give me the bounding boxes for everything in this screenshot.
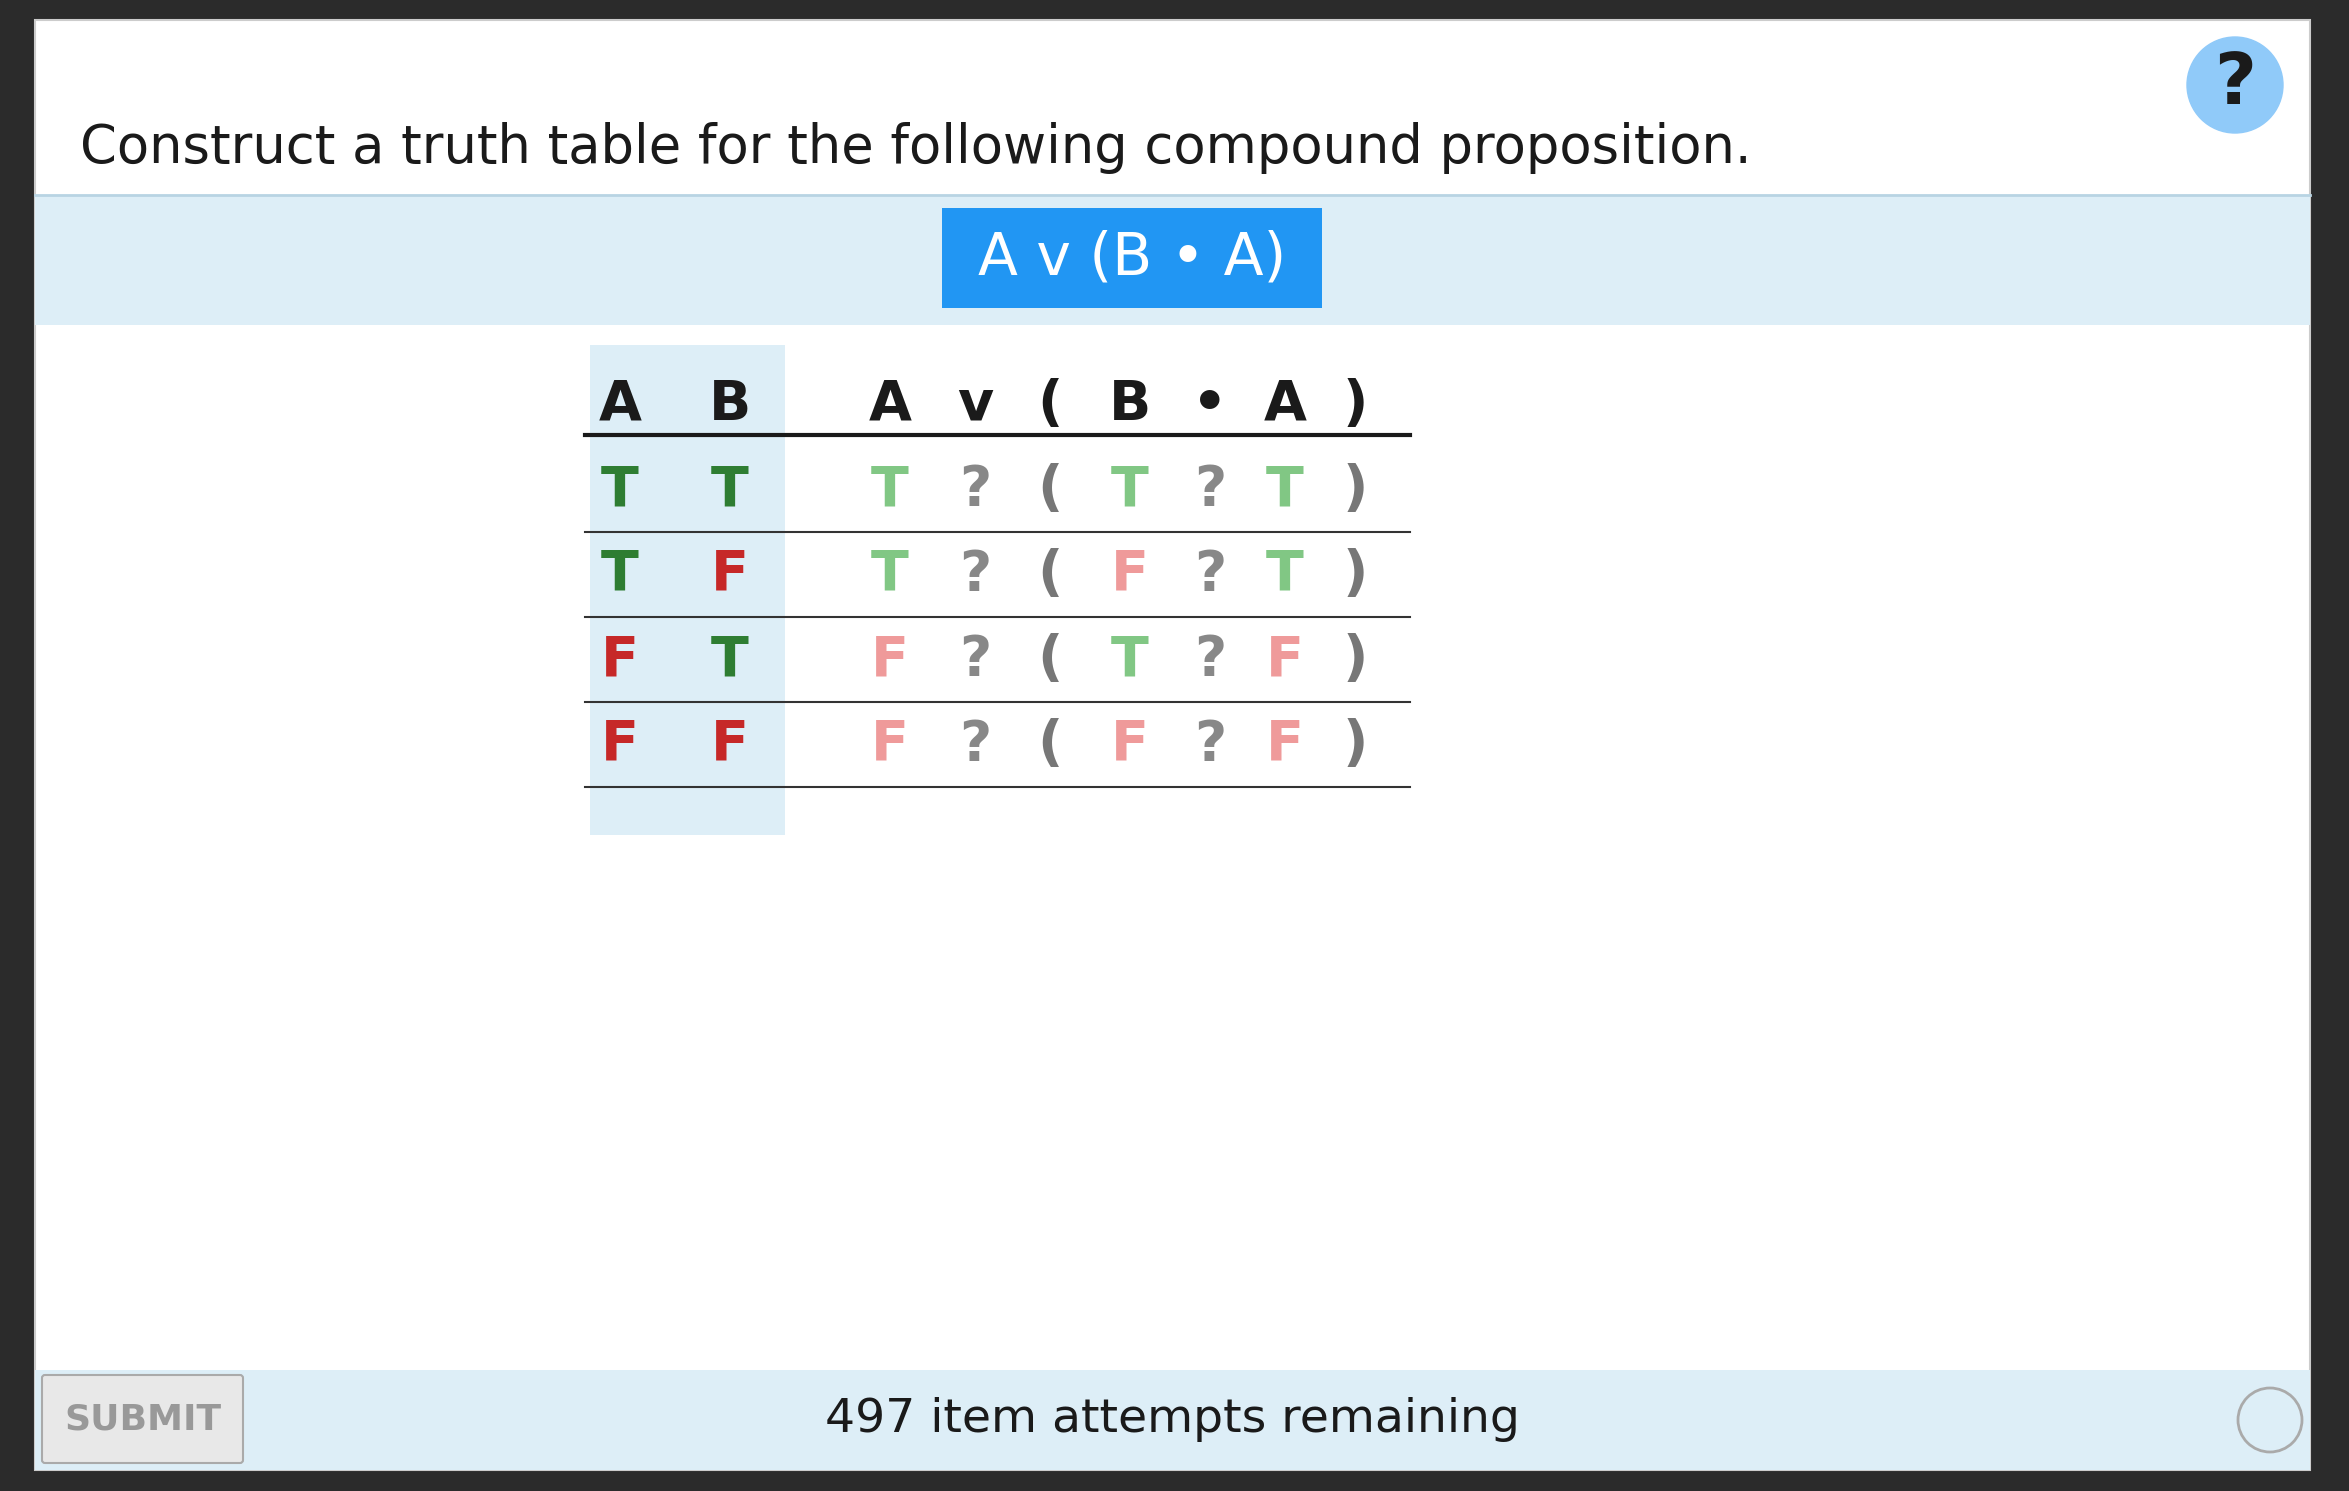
Text: T: T — [1266, 549, 1304, 602]
Text: F: F — [1266, 719, 1304, 772]
Text: F: F — [1111, 549, 1149, 602]
Text: ?: ? — [958, 549, 991, 602]
Text: B: B — [709, 379, 752, 432]
Text: T: T — [712, 634, 749, 687]
Text: ?: ? — [2215, 51, 2255, 119]
Text: A: A — [599, 379, 641, 432]
Text: T: T — [1266, 464, 1304, 517]
FancyBboxPatch shape — [35, 195, 2309, 325]
Text: T: T — [601, 549, 639, 602]
FancyBboxPatch shape — [35, 1370, 2309, 1470]
Text: F: F — [1111, 719, 1149, 772]
Text: (: ( — [1038, 549, 1062, 602]
Text: ): ) — [1341, 379, 1367, 432]
Text: ): ) — [1341, 719, 1367, 772]
Text: T: T — [871, 464, 909, 517]
Text: A v (B • A): A v (B • A) — [977, 230, 1287, 286]
Text: F: F — [601, 719, 639, 772]
Text: ?: ? — [1193, 549, 1226, 602]
Text: •: • — [1193, 379, 1229, 432]
Text: Construct a truth table for the following compound proposition.: Construct a truth table for the followin… — [80, 122, 1752, 174]
Text: SUBMIT: SUBMIT — [63, 1402, 221, 1436]
Circle shape — [2187, 37, 2283, 133]
Text: ): ) — [1341, 464, 1367, 517]
Text: F: F — [1266, 634, 1304, 687]
Text: T: T — [712, 464, 749, 517]
Text: F: F — [712, 549, 749, 602]
Text: v: v — [956, 379, 994, 432]
FancyBboxPatch shape — [35, 19, 2309, 1470]
Text: A: A — [1264, 379, 1306, 432]
Text: F: F — [871, 634, 909, 687]
Text: T: T — [601, 464, 639, 517]
Text: T: T — [1111, 464, 1149, 517]
Text: ?: ? — [1193, 464, 1226, 517]
Text: ?: ? — [958, 719, 991, 772]
Text: F: F — [712, 719, 749, 772]
Text: ): ) — [1341, 634, 1367, 687]
Text: ?: ? — [958, 464, 991, 517]
Text: ): ) — [1341, 549, 1367, 602]
Text: F: F — [871, 719, 909, 772]
Text: B: B — [1109, 379, 1151, 432]
Text: ?: ? — [1193, 719, 1226, 772]
Text: F: F — [601, 634, 639, 687]
FancyBboxPatch shape — [42, 1375, 242, 1463]
Text: (: ( — [1038, 379, 1062, 432]
Text: (: ( — [1038, 719, 1062, 772]
Text: T: T — [871, 549, 909, 602]
Text: T: T — [1111, 634, 1149, 687]
Text: ?: ? — [958, 634, 991, 687]
Text: 497 item attempts remaining: 497 item attempts remaining — [824, 1397, 1520, 1442]
Text: (: ( — [1038, 464, 1062, 517]
FancyBboxPatch shape — [590, 344, 785, 835]
Text: (: ( — [1038, 634, 1062, 687]
Text: A: A — [869, 379, 911, 432]
Text: ?: ? — [1193, 634, 1226, 687]
FancyBboxPatch shape — [942, 209, 1322, 309]
